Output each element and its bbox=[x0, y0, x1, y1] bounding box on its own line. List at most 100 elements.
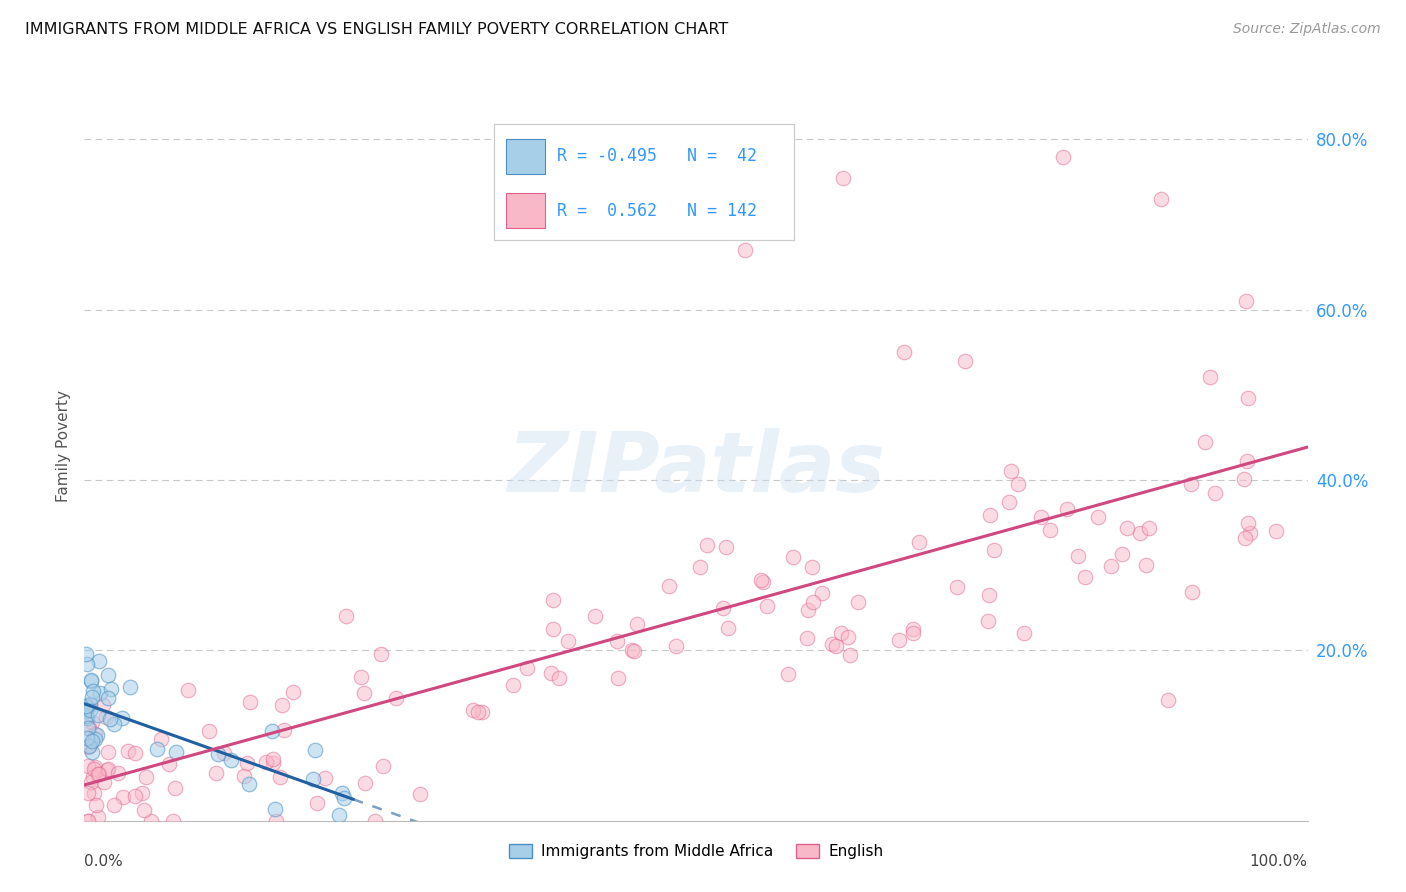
Immigrants from Middle Africa bbox=[80, 673, 103, 688]
Immigrants from Middle Africa bbox=[75, 703, 97, 717]
English bbox=[782, 549, 804, 564]
English bbox=[1129, 526, 1152, 541]
English bbox=[283, 684, 305, 698]
English bbox=[198, 724, 221, 739]
English bbox=[84, 798, 107, 813]
English bbox=[541, 592, 564, 607]
English bbox=[97, 762, 120, 776]
English bbox=[1087, 510, 1109, 524]
English bbox=[540, 666, 562, 681]
English bbox=[1111, 547, 1133, 561]
Immigrants from Middle Africa bbox=[75, 647, 97, 661]
Immigrants from Middle Africa bbox=[87, 708, 110, 723]
English bbox=[907, 535, 929, 549]
English bbox=[583, 609, 606, 624]
English bbox=[751, 573, 773, 587]
English bbox=[370, 648, 392, 662]
English bbox=[117, 744, 139, 758]
English bbox=[1074, 570, 1097, 584]
English bbox=[270, 698, 292, 713]
English bbox=[162, 814, 184, 828]
English bbox=[353, 686, 375, 700]
English bbox=[1237, 392, 1260, 406]
English bbox=[157, 757, 180, 772]
English bbox=[979, 588, 1001, 602]
Immigrants from Middle Africa bbox=[328, 808, 350, 822]
Immigrants from Middle Africa bbox=[330, 786, 353, 800]
English bbox=[262, 751, 284, 765]
Immigrants from Middle Africa bbox=[100, 681, 122, 696]
English bbox=[84, 727, 107, 741]
English bbox=[953, 354, 976, 368]
English bbox=[752, 575, 775, 590]
English bbox=[696, 538, 718, 552]
English bbox=[1236, 294, 1258, 309]
English bbox=[825, 639, 848, 653]
English bbox=[1039, 523, 1062, 537]
English bbox=[1007, 476, 1029, 491]
English bbox=[254, 755, 277, 769]
English bbox=[901, 626, 924, 640]
English bbox=[776, 667, 799, 681]
English bbox=[77, 786, 100, 800]
Text: IMMIGRANTS FROM MIDDLE AFRICA VS ENGLISH FAMILY POVERTY CORRELATION CHART: IMMIGRANTS FROM MIDDLE AFRICA VS ENGLISH… bbox=[25, 22, 728, 37]
English bbox=[658, 579, 681, 593]
English bbox=[82, 770, 104, 784]
English bbox=[124, 789, 146, 803]
English bbox=[269, 771, 291, 785]
English bbox=[1232, 472, 1254, 486]
English bbox=[797, 603, 820, 617]
Text: 100.0%: 100.0% bbox=[1250, 855, 1308, 870]
English bbox=[103, 798, 125, 813]
English bbox=[131, 786, 153, 800]
English bbox=[1236, 516, 1258, 531]
English bbox=[149, 732, 172, 747]
English bbox=[384, 690, 406, 705]
English bbox=[273, 723, 295, 737]
English bbox=[1180, 476, 1202, 491]
English bbox=[831, 170, 853, 185]
English bbox=[557, 634, 579, 648]
English bbox=[96, 710, 118, 724]
English bbox=[979, 508, 1001, 523]
English bbox=[1198, 370, 1220, 384]
Immigrants from Middle Africa bbox=[75, 708, 97, 723]
English bbox=[305, 796, 328, 810]
English bbox=[87, 767, 110, 781]
English bbox=[232, 769, 254, 783]
English bbox=[87, 810, 110, 824]
English bbox=[97, 745, 120, 759]
Text: Source: ZipAtlas.com: Source: ZipAtlas.com bbox=[1233, 22, 1381, 37]
English bbox=[461, 703, 484, 717]
English bbox=[373, 758, 395, 772]
English bbox=[547, 671, 569, 685]
Immigrants from Middle Africa bbox=[76, 657, 98, 672]
English bbox=[262, 756, 284, 771]
English bbox=[87, 767, 110, 781]
English bbox=[96, 764, 118, 778]
English bbox=[467, 705, 489, 719]
Immigrants from Middle Africa bbox=[207, 747, 229, 761]
English bbox=[132, 803, 155, 817]
English bbox=[846, 595, 869, 609]
English bbox=[903, 622, 925, 636]
English bbox=[796, 632, 818, 646]
English bbox=[1067, 549, 1090, 563]
Immigrants from Middle Africa bbox=[75, 698, 97, 713]
Immigrants from Middle Africa bbox=[80, 745, 103, 759]
English bbox=[83, 786, 105, 800]
English bbox=[1236, 454, 1258, 468]
English bbox=[1115, 521, 1137, 535]
English bbox=[821, 637, 844, 651]
Text: ZIPatlas: ZIPatlas bbox=[508, 428, 884, 509]
English bbox=[734, 243, 756, 257]
English bbox=[665, 639, 688, 653]
English bbox=[516, 661, 538, 675]
English bbox=[1137, 521, 1160, 535]
English bbox=[800, 560, 823, 574]
Immigrants from Middle Africa bbox=[89, 654, 111, 668]
English bbox=[80, 775, 103, 789]
English bbox=[408, 787, 430, 801]
Immigrants from Middle Africa bbox=[111, 711, 134, 725]
English bbox=[163, 780, 186, 795]
